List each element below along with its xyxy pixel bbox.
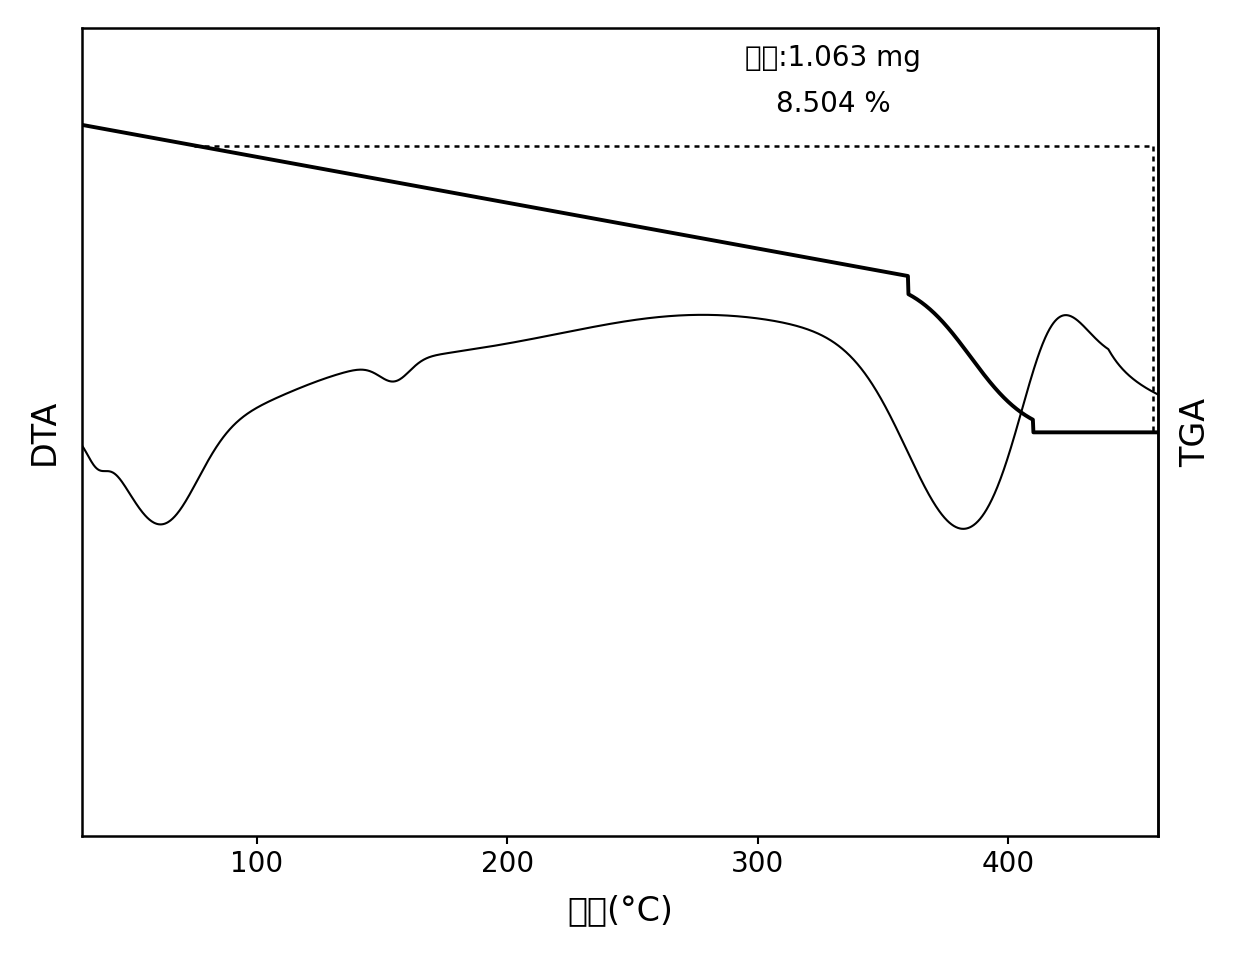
Y-axis label: TGA: TGA bbox=[1179, 397, 1213, 467]
Text: 失重:1.063 mg
8.504 %: 失重:1.063 mg 8.504 % bbox=[745, 44, 921, 117]
X-axis label: 温度(°C): 温度(°C) bbox=[567, 894, 673, 927]
Y-axis label: DTA: DTA bbox=[27, 399, 61, 465]
